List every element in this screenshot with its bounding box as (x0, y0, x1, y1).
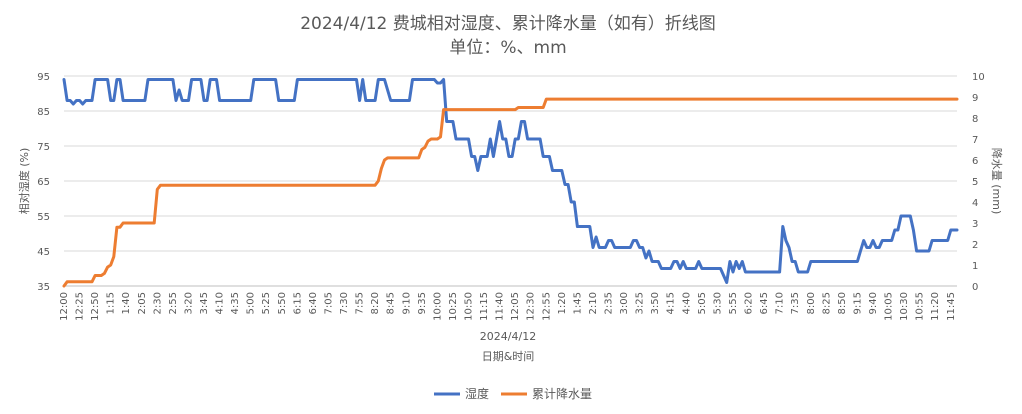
x-tick-label: 10:50 (463, 292, 474, 321)
right-tick-label: 0 (972, 282, 978, 293)
right-axis-ticks: 0 1 2 3 4 5 6 7 8 9 10 (972, 72, 985, 293)
left-tick-label: 95 (37, 72, 50, 83)
x-tick-label: 12:00 (59, 292, 70, 321)
x-tick-label: 12:05 (510, 292, 521, 321)
x-tick-label: 5:30 (712, 292, 723, 314)
x-tick-label: 8:20 (370, 292, 381, 314)
x-tick-label: 4:40 (681, 292, 692, 314)
x-tick-label: 11:45 (946, 292, 957, 321)
x-tick-label: 6:40 (308, 292, 319, 314)
x-tick-label: 6:20 (744, 292, 755, 314)
x-tick-label: 9:40 (868, 292, 879, 314)
x-tick-label: 11:20 (930, 292, 941, 321)
x-tick-label: 1:15 (106, 292, 117, 314)
x-tick-label: 3:45 (199, 292, 210, 314)
x-tick-label: 7:30 (339, 292, 350, 314)
chart-subtitle: 单位：%、mm (449, 38, 566, 58)
left-tick-label: 55 (37, 212, 50, 223)
right-tick-label: 6 (972, 156, 978, 167)
x-tick-label: 4:10 (215, 292, 226, 314)
right-tick-label: 5 (972, 177, 978, 188)
x-axis-label: 日期&时间 (482, 350, 535, 363)
x-tick-label: 4:15 (666, 292, 677, 314)
left-tick-label: 45 (37, 247, 50, 258)
x-tick-label: 10:30 (899, 292, 910, 321)
right-tick-label: 9 (972, 93, 978, 104)
right-tick-label: 7 (972, 135, 978, 146)
x-tick-label: 3:20 (183, 292, 194, 314)
chart-title: 2024/4/12 费城相对湿度、累计降水量（如有）折线图 (300, 14, 716, 34)
x-tick-label: 6:15 (292, 292, 303, 314)
x-tick-label: 7:55 (355, 292, 366, 314)
x-tick-label: 2:30 (152, 292, 163, 314)
x-tick-label: 1:40 (121, 292, 132, 314)
right-tick-label: 10 (972, 72, 985, 83)
x-tick-label: 2:10 (588, 292, 599, 314)
x-tick-label: 8:50 (837, 292, 848, 314)
right-tick-label: 8 (972, 114, 978, 125)
x-tick-label: 8:25 (821, 292, 832, 314)
legend-precip-label: 累计降水量 (532, 387, 592, 401)
x-tick-label: 9:15 (852, 292, 863, 314)
x-tick-label: 12:50 (90, 292, 101, 321)
left-axis-ticks: 35 45 55 65 75 85 95 (37, 72, 50, 293)
x-tick-label: 5:50 (277, 292, 288, 314)
x-tick-label: 9:35 (417, 292, 428, 314)
x-axis-ticks: 12:00 12:25 12:50 1:15 1:40 2:05 2:30 2:55 3:20 3… (59, 292, 957, 321)
precipitation-series-line (62, 97, 959, 288)
left-tick-label: 35 (37, 282, 50, 293)
x-tick-label: 10:00 (432, 292, 443, 321)
x-tick-label: 5:05 (697, 292, 708, 314)
x-tick-label: 3:25 (635, 292, 646, 314)
x-tick-label: 1:20 (557, 292, 568, 314)
right-tick-label: 3 (972, 219, 978, 230)
x-tick-label: 8:00 (806, 292, 817, 314)
left-tick-label: 75 (37, 142, 50, 153)
x-tick-label: 6:45 (759, 292, 770, 314)
x-tick-label: 10:55 (915, 292, 926, 321)
x-tick-label: 2:35 (604, 292, 615, 314)
right-tick-label: 4 (972, 198, 978, 209)
x-tick-label: 7:10 (775, 292, 786, 314)
x-axis-group-label: 2024/4/12 (480, 330, 536, 343)
x-tick-label: 12:30 (526, 292, 537, 321)
x-tick-label: 7:35 (790, 292, 801, 314)
legend-humidity-label: 湿度 (465, 386, 489, 401)
left-tick-label: 65 (37, 177, 50, 188)
x-tick-label: 5:00 (246, 292, 257, 314)
x-tick-label: 7:05 (323, 292, 334, 314)
right-axis-label: 降水量 (mm) (990, 148, 1004, 215)
grid-lines (64, 75, 957, 287)
x-tick-label: 8:45 (386, 292, 397, 314)
right-tick-label: 1 (972, 261, 978, 272)
x-tick-label: 10:25 (448, 292, 459, 321)
humidity-series-line (62, 78, 959, 284)
left-axis-label: 相对湿度 (%) (17, 148, 31, 215)
legend: 湿度 累计降水量 (434, 386, 592, 401)
x-tick-label: 11:40 (495, 292, 506, 321)
x-tick-label: 2:05 (137, 292, 148, 314)
left-tick-label: 85 (37, 107, 50, 118)
x-tick-label: 12:25 (75, 292, 86, 321)
x-tick-label: 12:55 (541, 292, 552, 321)
x-tick-label: 3:00 (619, 292, 630, 314)
x-tick-label: 3:50 (650, 292, 661, 314)
right-tick-label: 2 (972, 240, 978, 251)
x-tick-label: 4:35 (230, 292, 241, 314)
x-tick-label: 1:45 (572, 292, 583, 314)
x-tick-label: 10:05 (884, 292, 895, 321)
x-tick-label: 5:55 (728, 292, 739, 314)
x-tick-label: 9:10 (401, 292, 412, 314)
x-tick-label: 11:15 (479, 292, 490, 321)
series-lines (62, 78, 959, 288)
x-tick-label: 2:55 (168, 292, 179, 314)
x-tick-label: 5:25 (261, 292, 272, 314)
